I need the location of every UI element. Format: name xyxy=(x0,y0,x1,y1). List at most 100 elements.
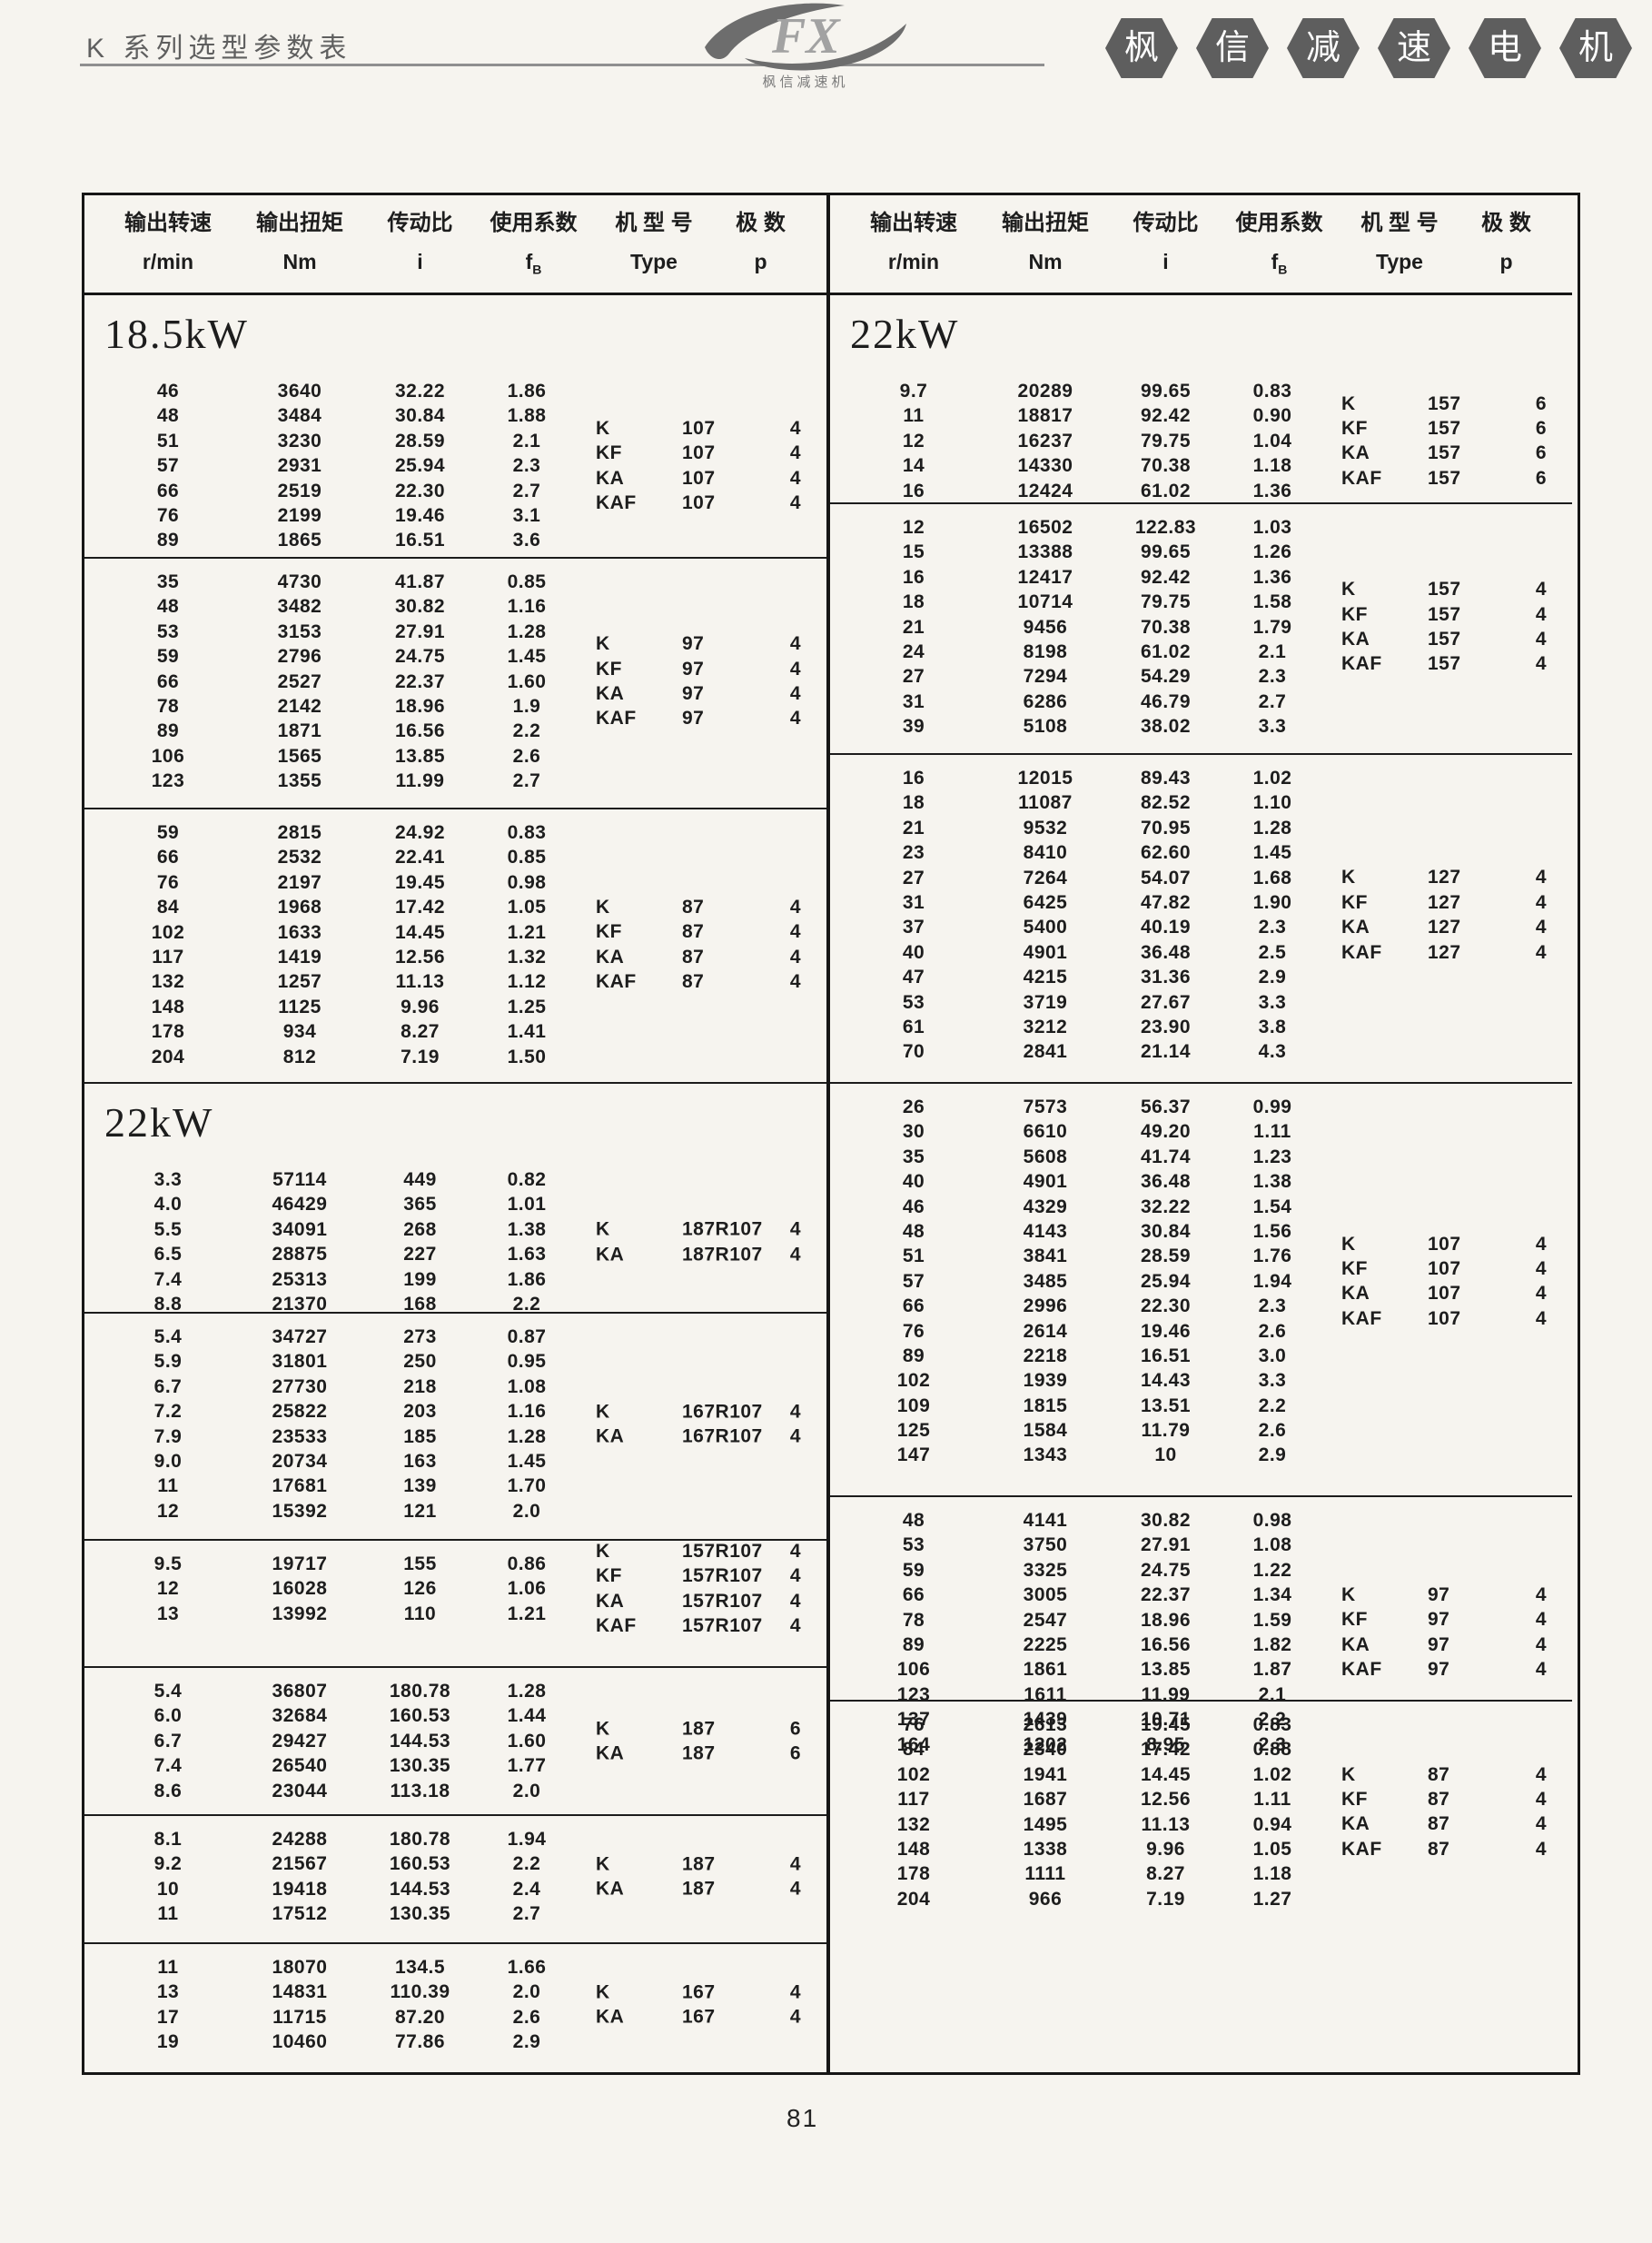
type-prefix: KA xyxy=(596,1878,625,1900)
type-prefix: KA xyxy=(596,467,625,489)
type-prefix: KA xyxy=(596,1425,625,1447)
table-row: 7.9 23533 185 1.28 xyxy=(84,1424,826,1449)
type-size: 127 xyxy=(1428,867,1461,888)
cell-fb: 1.56 xyxy=(1252,1220,1292,1242)
table-row: 16 12015 89.43 1.02 xyxy=(830,766,1572,790)
cell-fb: 1.28 xyxy=(1252,817,1292,839)
cell-fb: 1.12 xyxy=(507,971,547,993)
cell-ratio: 27.91 xyxy=(394,620,446,642)
poles: 4 xyxy=(789,633,802,655)
cell-fb: 2.6 xyxy=(512,2006,541,2028)
type-row: K 187R107 4 xyxy=(596,1217,816,1242)
table-row: 53 3153 27.91 1.28 xyxy=(84,620,826,644)
table-row: 12 16502 122.83 1.03 xyxy=(830,515,1572,540)
cell-speed: 132 xyxy=(896,1813,931,1835)
cell-fb: 1.18 xyxy=(1252,1863,1292,1885)
cell-ratio: 61.02 xyxy=(1140,480,1192,501)
cell-ratio: 8.27 xyxy=(401,1021,440,1043)
cell-ratio: 19.45 xyxy=(1140,1714,1192,1735)
cell-torque: 1439 xyxy=(1023,1709,1068,1731)
table-row: 57 2931 25.94 2.3 xyxy=(84,453,826,478)
type-prefix: KA xyxy=(1341,1283,1370,1305)
cell-speed: 76 xyxy=(156,504,180,526)
cell-torque: 16028 xyxy=(272,1578,328,1600)
type-row: KA 157 6 xyxy=(1341,442,1561,466)
table-row: 123 1355 11.99 2.7 xyxy=(84,769,826,793)
cell-torque: 20734 xyxy=(272,1450,328,1472)
type-size: 157 xyxy=(1428,629,1461,650)
data-block: 46 3640 32.22 1.86 48 3484 30.84 1.88 51 3230 28.5… xyxy=(84,368,826,559)
table-row: 8.1 24288 180.78 1.94 xyxy=(84,1827,826,1851)
cell-torque: 2931 xyxy=(277,455,322,477)
type-size: 97 xyxy=(682,683,705,705)
cell-ratio: 46.79 xyxy=(1140,690,1192,712)
poles: 4 xyxy=(1535,1789,1548,1811)
cell-ratio: 10.71 xyxy=(1140,1709,1192,1731)
cell-ratio: 54.29 xyxy=(1140,666,1192,688)
type-prefix: KF xyxy=(1341,418,1368,440)
cell-fb: 1.25 xyxy=(507,996,547,1017)
cell-ratio: 11.99 xyxy=(1141,1683,1191,1705)
column-header: i xyxy=(1162,250,1169,273)
cell-fb: 1.77 xyxy=(507,1755,547,1777)
table-row: 102 1633 14.45 1.21 xyxy=(84,920,826,945)
cell-torque: 2614 xyxy=(1023,1320,1068,1342)
cell-speed: 66 xyxy=(156,480,180,501)
cell-speed: 125 xyxy=(896,1420,931,1442)
type-row: KAF 157R107 4 xyxy=(596,1613,816,1638)
cell-speed: 59 xyxy=(902,1559,925,1581)
cell-speed: 21 xyxy=(902,817,925,839)
cell-ratio: 70.38 xyxy=(1140,455,1192,477)
table-row: 48 4143 30.84 1.56 xyxy=(830,1219,1572,1244)
type-size: 187R107 xyxy=(682,1244,763,1265)
cell-torque: 7573 xyxy=(1023,1097,1068,1117)
table-row: 16 12417 92.42 1.36 xyxy=(830,565,1572,590)
cell-torque: 46429 xyxy=(272,1194,328,1216)
table-row: 66 3005 22.37 1.34 xyxy=(830,1583,1572,1607)
table-row: 23 8410 62.60 1.45 xyxy=(830,840,1572,865)
cell-speed: 6.5 xyxy=(153,1244,183,1265)
type-size: 157 xyxy=(1428,467,1461,489)
cell-ratio: 9.96 xyxy=(401,996,440,1017)
right-column-headers: 输出转速 输出扭矩 传动比 使用系数 机 型 号 极 数 r/min Nm i fB Type p xyxy=(830,195,1572,295)
poles: 4 xyxy=(789,921,802,943)
cell-speed: 13 xyxy=(156,1981,180,2003)
poles: 4 xyxy=(789,492,802,514)
cell-torque: 9456 xyxy=(1023,616,1068,638)
data-block: 9.7 20289 99.65 0.83 11 18817 92.42 0.90 12 16237… xyxy=(830,368,1572,504)
cell-speed: 66 xyxy=(156,847,180,868)
table-row: 15 13388 99.65 1.26 xyxy=(830,540,1572,564)
cell-torque: 1495 xyxy=(1023,1813,1068,1835)
cell-ratio: 62.60 xyxy=(1140,842,1192,864)
badge-char: 枫 xyxy=(1123,29,1159,67)
cell-speed: 51 xyxy=(902,1246,925,1267)
cell-ratio: 11.99 xyxy=(395,770,445,792)
logo-caption: 枫信减速机 xyxy=(762,74,849,90)
cell-fb: 1.26 xyxy=(1252,541,1292,563)
poles: 6 xyxy=(789,1718,802,1740)
cell-ratio: 22.37 xyxy=(394,670,446,692)
type-row: K 187 6 xyxy=(596,1716,816,1741)
cell-fb: 1.76 xyxy=(1252,1246,1292,1267)
cell-ratio: 8.27 xyxy=(1146,1863,1185,1885)
poles: 6 xyxy=(1535,392,1548,414)
type-size: 157R107 xyxy=(682,1541,763,1563)
column-header: 极 数 xyxy=(1481,211,1531,235)
column-header: Type xyxy=(630,250,678,273)
cell-ratio: 21.14 xyxy=(1140,1041,1192,1063)
left-body: 18.5kW 46 3640 32.22 1.86 48 3484 30.84 1.88 51 32… xyxy=(84,295,826,2072)
cell-fb: 1.60 xyxy=(507,670,547,692)
poles: 4 xyxy=(789,1425,802,1447)
table-row: 123 1611 11.99 2.1 xyxy=(830,1682,1572,1707)
cell-ratio: 24.75 xyxy=(1140,1559,1192,1581)
badge-hexagon: 枫 xyxy=(1105,18,1178,78)
logo-graphic: FX xyxy=(705,3,906,71)
cell-ratio: 70.38 xyxy=(1140,616,1192,638)
poles: 6 xyxy=(789,1742,802,1764)
table-row: 10 19418 144.53 2.4 xyxy=(84,1877,826,1901)
cell-ratio: 12.56 xyxy=(394,946,446,968)
cell-torque: 15392 xyxy=(272,1500,328,1522)
cell-ratio: 23.90 xyxy=(1140,1016,1192,1037)
cell-ratio: 82.52 xyxy=(1140,792,1192,814)
type-prefix: K xyxy=(1341,579,1356,600)
